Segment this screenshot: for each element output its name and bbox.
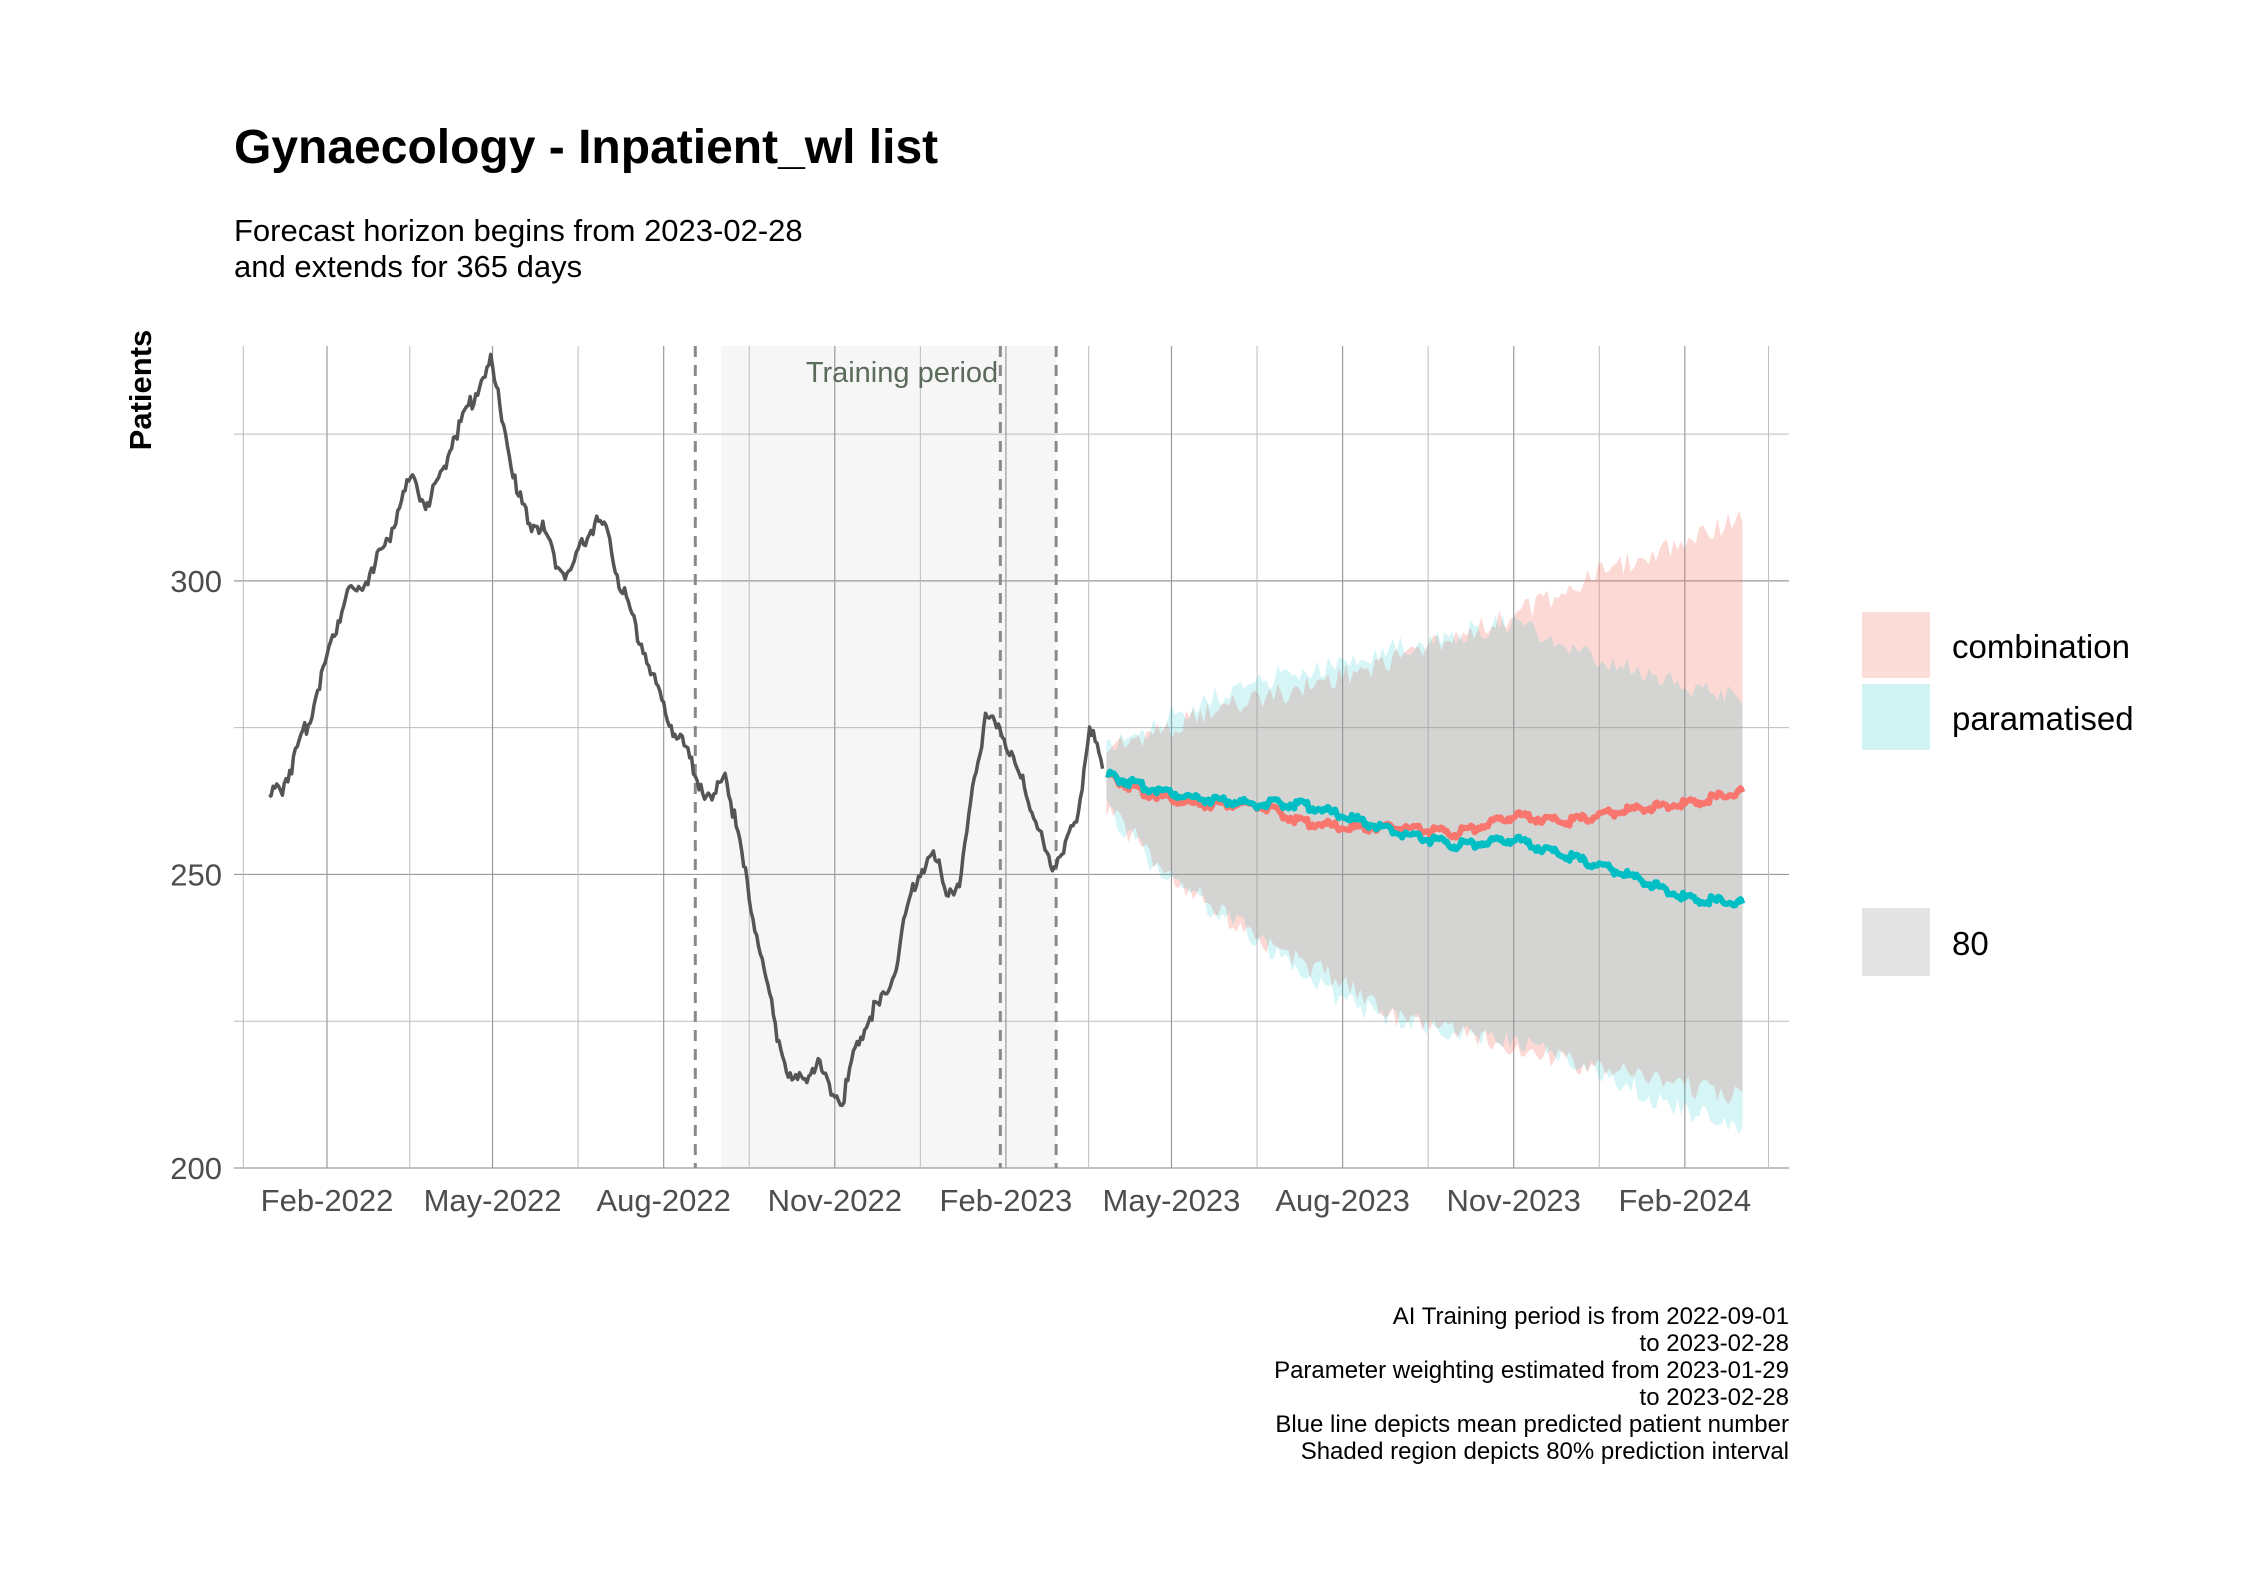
legend-key-paramatised: [1862, 684, 1930, 750]
x-tick-label: Feb-2022: [261, 1183, 394, 1218]
caption-line-4: to 2023-02-28: [1640, 1384, 1789, 1411]
x-tick-label: May-2023: [1103, 1183, 1241, 1218]
legend-label-paramatised: paramatised: [1952, 700, 2134, 737]
y-tick-label: 200: [170, 1151, 222, 1186]
chart-title: Gynaecology - Inpatient_wl list: [234, 121, 938, 174]
caption-line-3: Parameter weighting estimated from 2023-…: [1274, 1357, 1789, 1384]
interval-ribbon-paramatised: [1106, 614, 1743, 1136]
y-tick-label: 300: [170, 564, 222, 599]
chart-subtitle-line-2: and extends for 365 days: [234, 249, 582, 284]
caption-line-1: AI Training period is from 2022-09-01: [1393, 1303, 1789, 1330]
paramatised-mean-line: [1105, 768, 1746, 909]
caption-line-5: Blue line depicts mean predicted patient…: [1275, 1411, 1789, 1438]
x-tick-label: Aug-2023: [1275, 1183, 1409, 1218]
legend: combination paramatised 80: [1862, 612, 2134, 976]
legend-key-combination: [1862, 612, 1930, 678]
observed-line: [268, 352, 1105, 1108]
x-tick-label: Aug-2022: [596, 1183, 730, 1218]
y-axis-label: Patients: [123, 330, 158, 451]
x-tick-label: May-2022: [424, 1183, 562, 1218]
caption-line-6: Shaded region depicts 80% prediction int…: [1301, 1438, 1789, 1465]
caption-line-2: to 2023-02-28: [1640, 1330, 1789, 1357]
legend-key-interval: [1862, 908, 1930, 976]
plot-area: 200 250 300 Feb-2022 May-2022 Aug-2022 Nov-202…: [170, 346, 1789, 1218]
legend-label-interval: 80: [1952, 925, 1989, 962]
legend-label-combination: combination: [1952, 628, 2130, 665]
interval-ribbon-combination: [1106, 510, 1743, 1105]
caption: AI Training period is from 2022-09-01 to…: [1274, 1303, 1789, 1465]
training-period-label: Training period: [806, 357, 998, 389]
chart-subtitle-line-1: Forecast horizon begins from 2023-02-28: [234, 213, 803, 248]
x-tick-label: Nov-2023: [1447, 1183, 1581, 1218]
x-tick-label: Feb-2023: [940, 1183, 1073, 1218]
x-tick-label: Feb-2024: [1618, 1183, 1751, 1218]
y-tick-label: 250: [170, 857, 222, 892]
x-tick-label: Nov-2022: [768, 1183, 902, 1218]
